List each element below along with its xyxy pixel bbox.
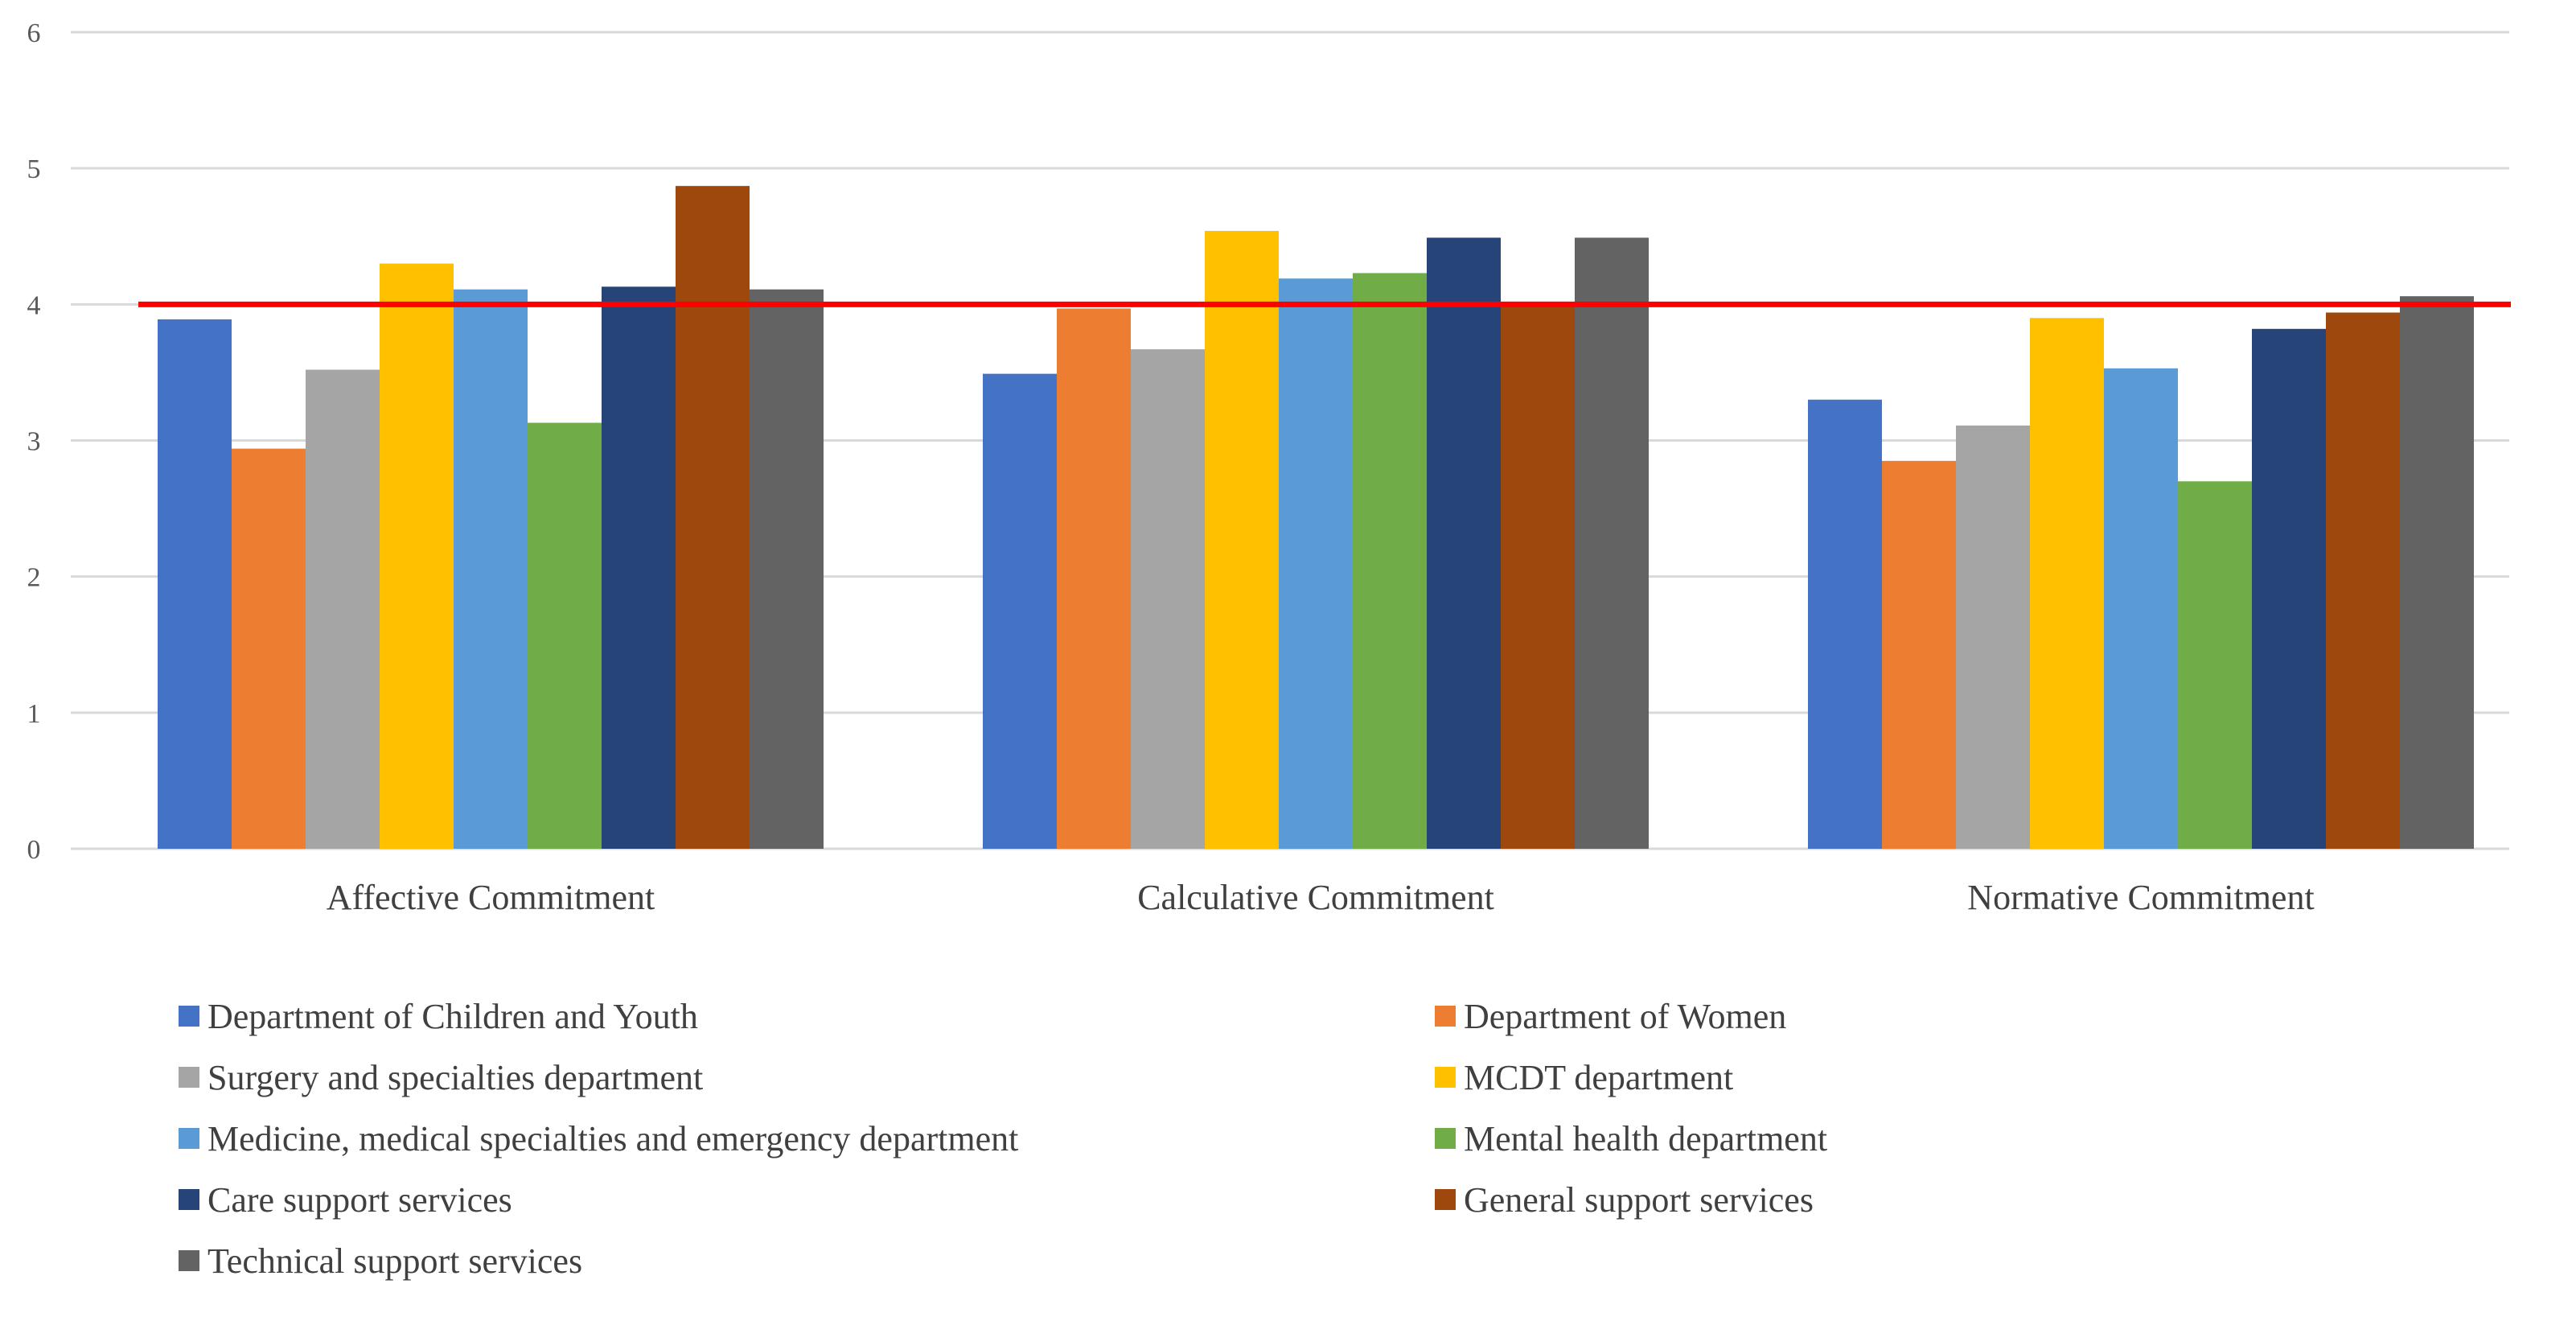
legend-label-2: Department of Women xyxy=(1464,997,1786,1036)
bar-6-3 xyxy=(2178,481,2252,849)
y-tick-label: 6 xyxy=(27,19,41,48)
bar-3-2 xyxy=(1131,349,1205,849)
legend-swatch-9 xyxy=(179,1250,199,1271)
bar-8-1 xyxy=(676,186,750,850)
legend-swatch-2 xyxy=(1435,1006,1456,1027)
legend-label-1: Department of Children and Youth xyxy=(207,997,698,1036)
category-label: Affective Commitment xyxy=(327,878,655,917)
y-tick-label: 1 xyxy=(27,699,41,729)
y-tick-label: 0 xyxy=(27,835,41,865)
bar-9-1 xyxy=(750,289,824,850)
legend: Department of Children and Youth Departme… xyxy=(179,997,1827,1281)
y-tick-label: 3 xyxy=(27,427,41,457)
bar-2-1 xyxy=(232,448,306,849)
bar-4-1 xyxy=(380,263,454,849)
bar-5-1 xyxy=(454,289,528,850)
y-axis-ticks: 0 1 2 3 4 5 6 xyxy=(27,19,41,865)
bar-5-2 xyxy=(1279,278,1353,850)
legend-swatch-3 xyxy=(179,1067,199,1088)
x-axis-categories: Affective Commitment Calculative Commitme… xyxy=(327,878,2315,917)
y-tick-label: 2 xyxy=(27,563,41,593)
bar-1-2 xyxy=(983,373,1057,849)
legend-label-4: MCDT department xyxy=(1464,1058,1733,1097)
bar-8-2 xyxy=(1501,301,1575,849)
legend-label-5: Medicine, medical specialties and emerge… xyxy=(207,1119,1018,1159)
bar-5-3 xyxy=(2104,368,2178,849)
bar-7-1 xyxy=(602,286,676,849)
legend-label-8: General support services xyxy=(1464,1180,1814,1220)
legend-swatch-4 xyxy=(1435,1067,1456,1088)
legend-swatch-7 xyxy=(179,1189,199,1210)
bar-2-2 xyxy=(1057,308,1131,849)
legend-label-7: Care support services xyxy=(207,1180,512,1220)
bar-7-3 xyxy=(2252,328,2326,849)
bars xyxy=(158,186,2474,850)
y-tick-label: 4 xyxy=(27,290,41,320)
legend-swatch-5 xyxy=(179,1128,199,1149)
bar-1-3 xyxy=(1808,399,1882,849)
y-tick-label: 5 xyxy=(27,154,41,184)
legend-label-9: Technical support services xyxy=(207,1241,582,1281)
category-label: Calculative Commitment xyxy=(1137,878,1494,917)
legend-label-6: Mental health department xyxy=(1464,1119,1827,1159)
legend-swatch-8 xyxy=(1435,1189,1456,1210)
bar-4-2 xyxy=(1205,230,1279,849)
bar-6-1 xyxy=(528,422,602,849)
bar-4-3 xyxy=(2030,318,2104,849)
bar-3-1 xyxy=(306,369,380,849)
bar-1-1 xyxy=(158,319,232,850)
bar-9-2 xyxy=(1575,237,1649,850)
bar-7-2 xyxy=(1427,237,1501,850)
bar-8-3 xyxy=(2326,312,2400,849)
bar-6-2 xyxy=(1353,273,1427,849)
bar-3-3 xyxy=(1956,425,2030,849)
legend-swatch-6 xyxy=(1435,1128,1456,1149)
bar-9-3 xyxy=(2400,296,2474,849)
bar-2-3 xyxy=(1882,460,1956,849)
category-label: Normative Commitment xyxy=(1967,878,2314,917)
legend-swatch-1 xyxy=(179,1006,199,1027)
legend-label-3: Surgery and specialties department xyxy=(207,1058,703,1097)
